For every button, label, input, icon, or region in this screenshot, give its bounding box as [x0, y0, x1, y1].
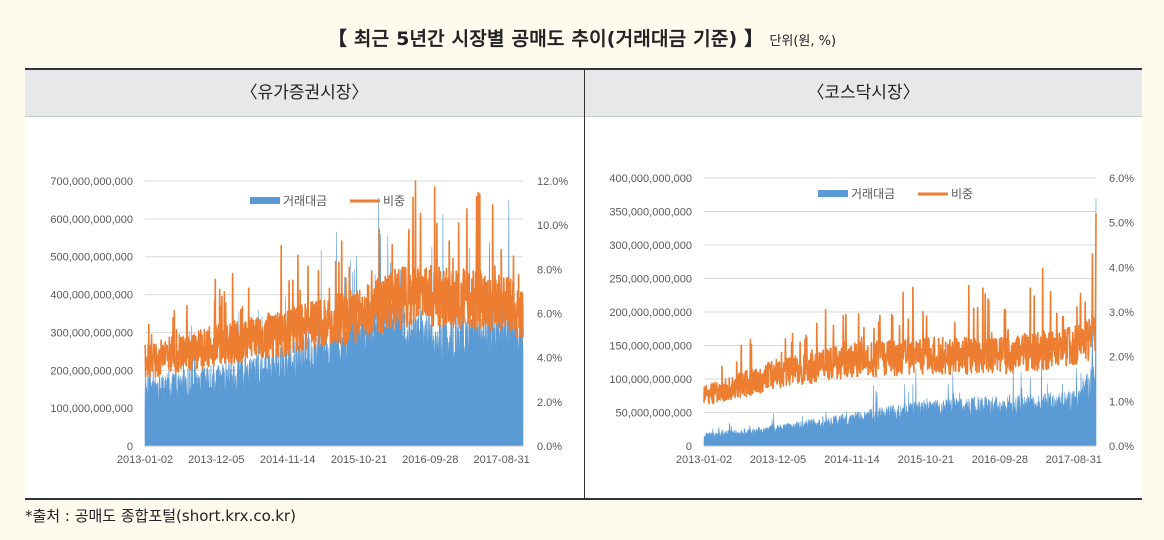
legend-label-volume: 거래대금 [851, 187, 895, 201]
y-left-tick-label: 150,000,000,000 [609, 341, 692, 353]
x-tick-label: 2013-01-02 [676, 454, 732, 466]
panel-divider [584, 70, 585, 498]
y-left-tick-label: 200,000,000,000 [50, 365, 133, 377]
kosdaq-panel: 〈코스닥시장〉 0 50,000,000,000 100,000,000,000 15… [585, 70, 1142, 498]
y-left-tick-label: 600,000,000,000 [50, 214, 133, 226]
y-right-tick-label: 10.0% [537, 220, 568, 232]
y-right-tick-label: 0.0% [1109, 441, 1134, 453]
kospi-panel-title: 〈유가증권시장〉 [25, 70, 584, 117]
y-right-tick-label: 8.0% [537, 264, 562, 276]
y-right-tick-label: 0.0% [537, 441, 562, 453]
x-tick-label: 2015-10-21 [331, 454, 387, 466]
y-right-tick-label: 4.0% [1109, 262, 1134, 274]
source-note: *출처 : 공매도 종합포털(short.krx.co.kr) [25, 507, 296, 525]
x-tick-label: 2014-11-14 [824, 454, 879, 466]
y-right-tick-label: 4.0% [537, 353, 562, 365]
y-left-tick-label: 200,000,000,000 [609, 307, 692, 319]
y-right-tick-label: 1.0% [1109, 396, 1134, 408]
x-tick-label: 2013-12-05 [750, 454, 806, 466]
kosdaq-chart: 0 50,000,000,000 100,000,000,000 150,000,00… [609, 173, 1134, 466]
chart-frame: 〈유가증권시장〉 0 100,000,000,000 200,000,000,000… [25, 68, 1142, 500]
series-line-ratio [703, 213, 1097, 405]
kosdaq-panel-title: 〈코스닥시장〉 [585, 70, 1142, 117]
series-line-ratio [144, 180, 524, 379]
y-left-tick-label: 100,000,000,000 [50, 403, 133, 415]
series-area-volume [703, 198, 1097, 447]
x-tick-label: 2017-08-31 [1046, 454, 1102, 466]
y-right-tick-label: 6.0% [1109, 173, 1134, 185]
y-right-tick-label: 12.0% [537, 176, 568, 188]
x-tick-label: 2016-09-28 [972, 454, 1028, 466]
x-tick-label: 2016-09-28 [402, 454, 458, 466]
x-tick-label: 2013-12-05 [188, 454, 244, 466]
unit-label: 단위(원, %) [769, 34, 837, 49]
legend-label-volume: 거래대금 [283, 194, 327, 208]
legend-label-ratio: 비중 [383, 194, 405, 208]
y-left-tick-label: 50,000,000,000 [616, 408, 692, 420]
title-text: 【 최근 5년간 시장별 공매도 추이(거래대금 기준) 】 [327, 28, 764, 50]
legend-label-ratio: 비중 [951, 187, 973, 201]
y-left-tick-label: 400,000,000,000 [609, 173, 692, 185]
y-left-tick-label: 700,000,000,000 [50, 176, 133, 188]
y-left-tick-label: 300,000,000,000 [609, 240, 692, 252]
legend-swatch-volume [250, 197, 280, 204]
x-tick-label: 2013-01-02 [117, 454, 173, 466]
kospi-chart: 0 100,000,000,000 200,000,000,000 300,000,0… [50, 176, 568, 466]
y-left-tick-label: 0 [686, 441, 692, 453]
y-left-tick-label: 300,000,000,000 [50, 327, 133, 339]
y-left-tick-label: 400,000,000,000 [50, 290, 133, 302]
y-right-tick-label: 3.0% [1109, 307, 1134, 319]
y-left-tick-label: 0 [127, 441, 133, 453]
kospi-panel: 〈유가증권시장〉 0 100,000,000,000 200,000,000,000… [25, 70, 584, 498]
x-tick-label: 2017-08-31 [473, 454, 529, 466]
y-right-tick-label: 5.0% [1109, 218, 1134, 230]
y-left-tick-label: 250,000,000,000 [609, 274, 692, 286]
legend-swatch-volume [818, 190, 848, 197]
y-right-tick-label: 6.0% [537, 309, 562, 321]
page-title: 【 최근 5년간 시장별 공매도 추이(거래대금 기준) 】 단위(원, %) [0, 24, 1164, 51]
y-left-tick-label: 350,000,000,000 [609, 207, 692, 219]
x-tick-label: 2014-11-14 [260, 454, 315, 466]
x-tick-label: 2015-10-21 [898, 454, 954, 466]
y-right-tick-label: 2.0% [1109, 352, 1134, 364]
y-right-tick-label: 2.0% [537, 397, 562, 409]
y-left-tick-label: 100,000,000,000 [609, 374, 692, 386]
y-left-tick-label: 500,000,000,000 [50, 252, 133, 264]
